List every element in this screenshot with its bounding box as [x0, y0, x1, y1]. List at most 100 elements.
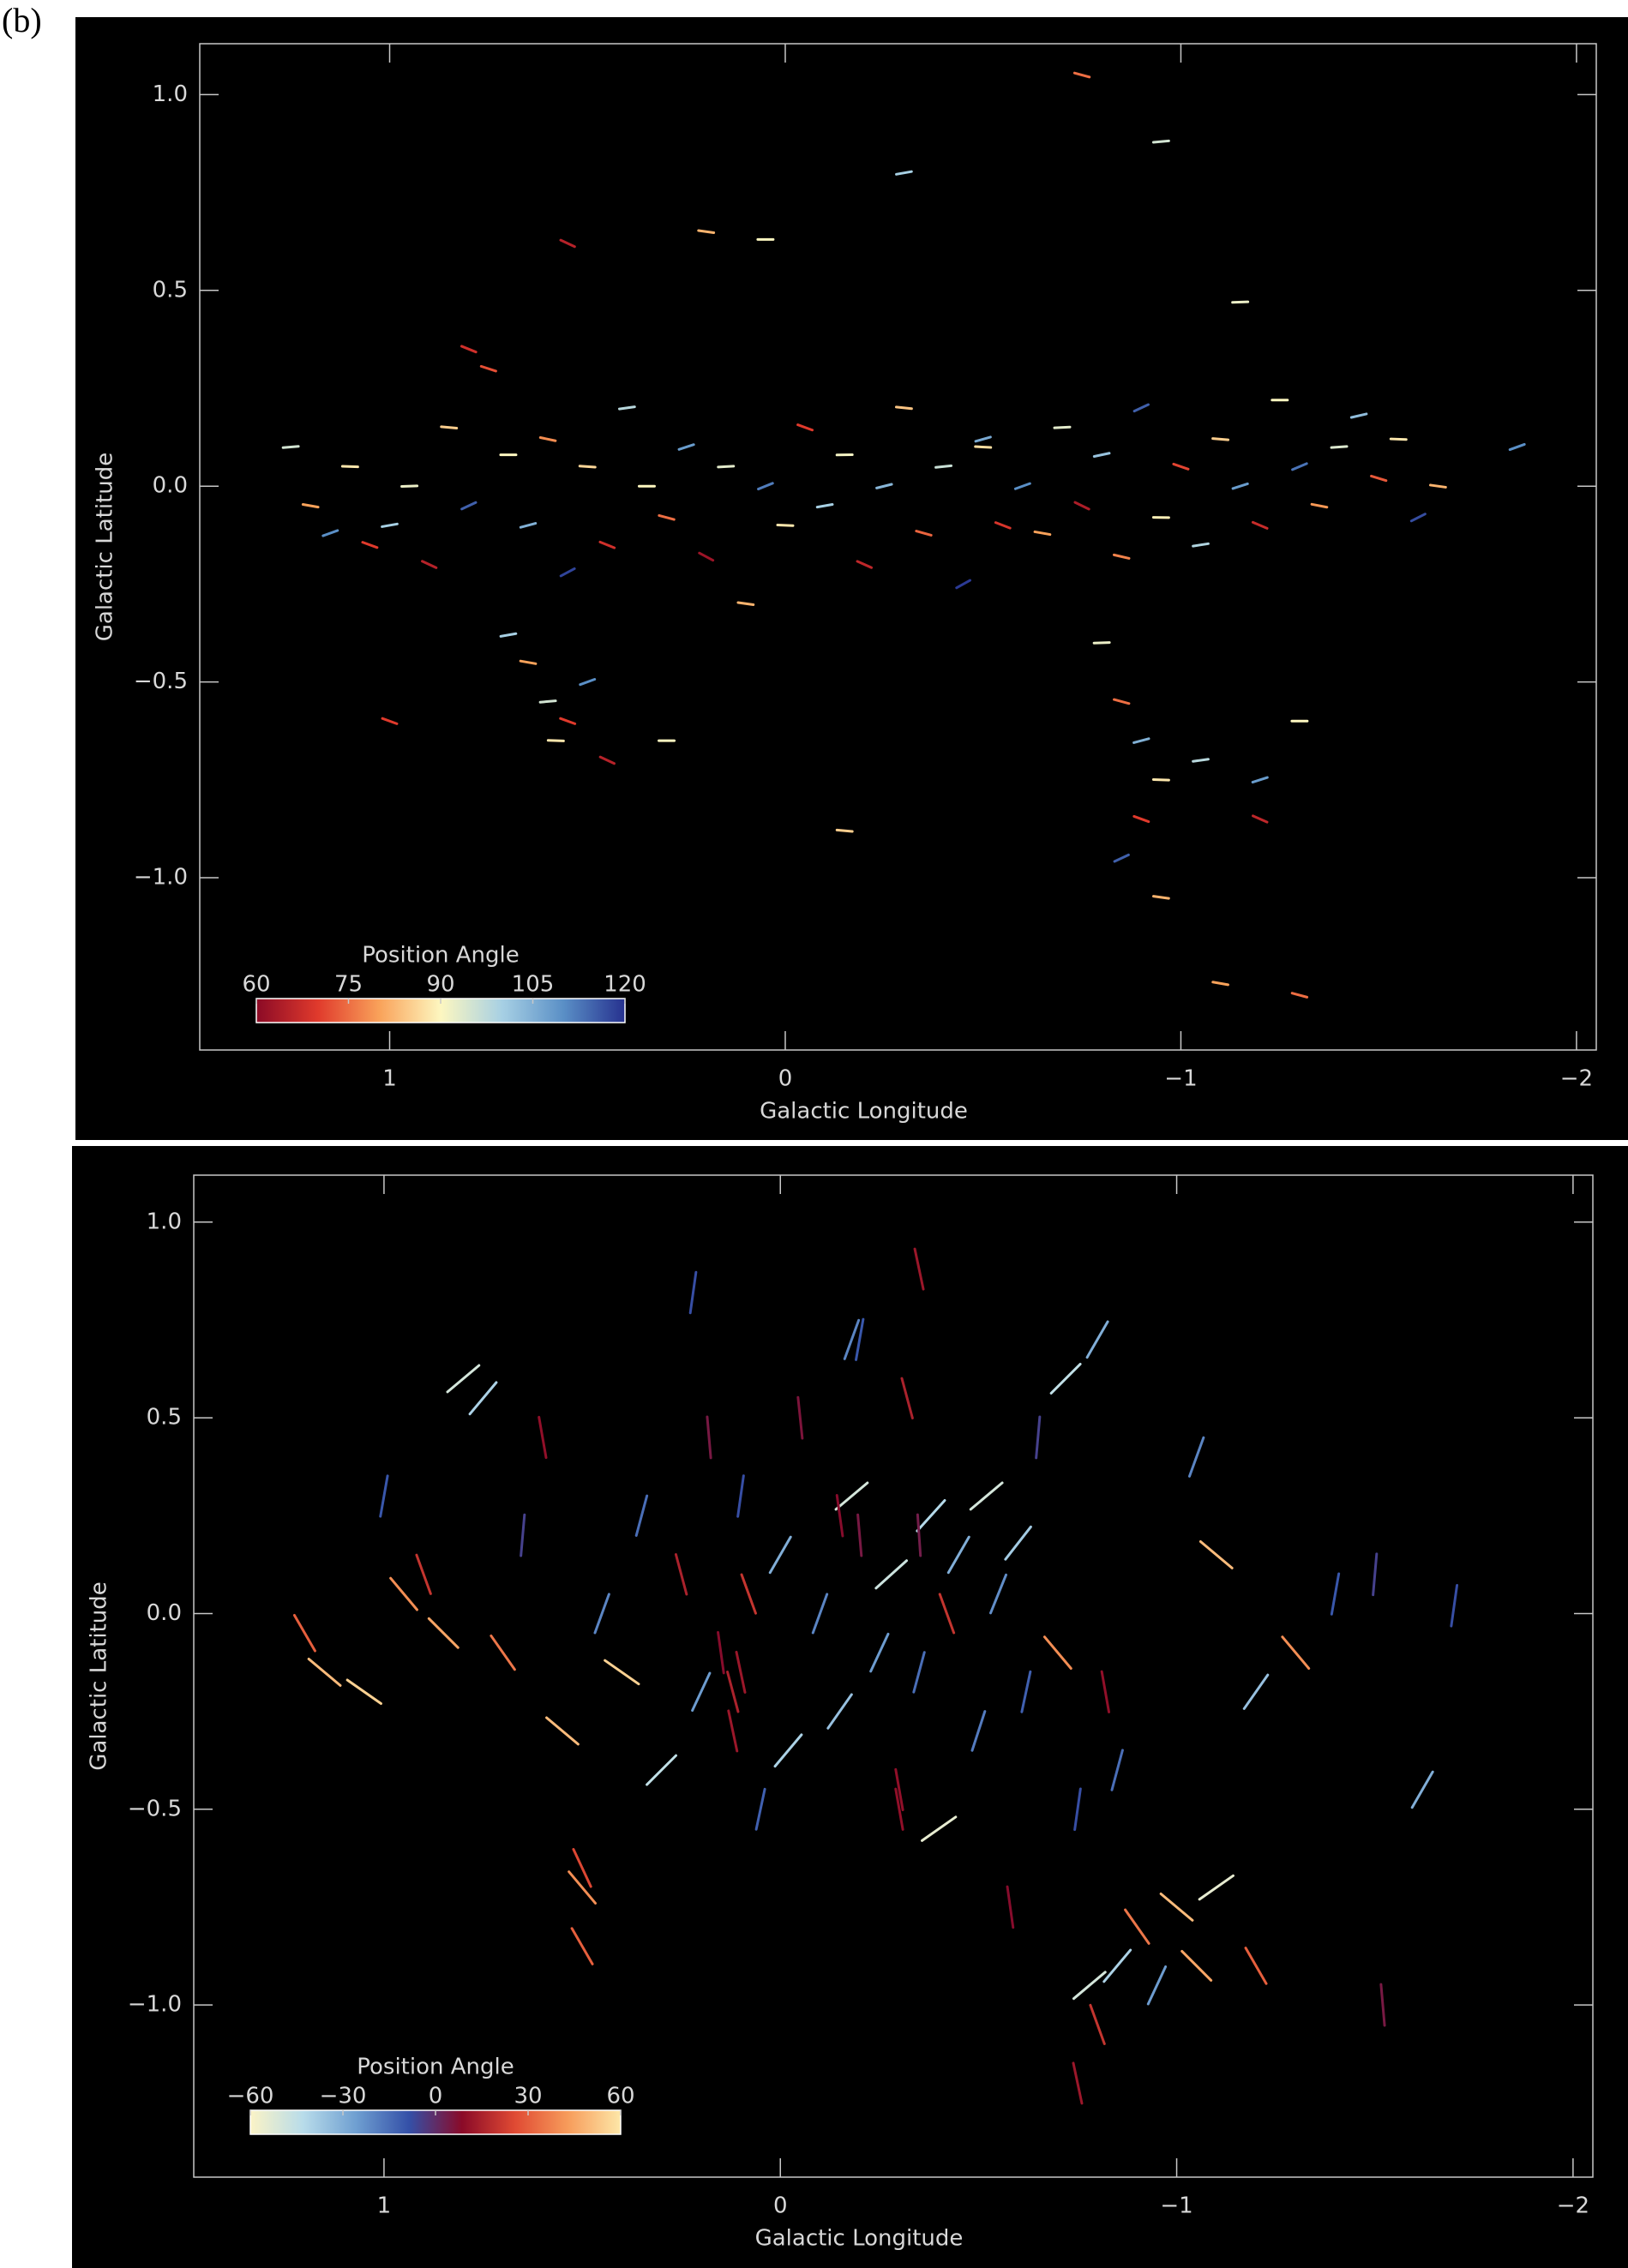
x-tick-label: −2 [1560, 1066, 1593, 1092]
filament-segment [970, 1710, 987, 1752]
filament-segment [1172, 462, 1190, 471]
filament-segment [292, 1613, 316, 1653]
filament-segment [773, 1733, 803, 1768]
filament-segment [740, 1573, 757, 1615]
filament-segment [796, 423, 814, 432]
filament-segment [1231, 300, 1250, 304]
filament-segment [1310, 502, 1329, 509]
filament-segment [843, 1318, 861, 1360]
y-tick-label: 1.0 [147, 1209, 182, 1234]
filament-segment [1053, 425, 1072, 429]
colorbar-tick-label: 60 [606, 2084, 634, 2109]
filament-segment [468, 1381, 498, 1416]
filament-segment [717, 465, 736, 469]
filament-segment [1033, 530, 1052, 537]
filament-segment [479, 364, 497, 373]
filament-segment [1085, 1320, 1109, 1359]
filament-segment [698, 551, 715, 562]
filament-segment [1151, 777, 1170, 782]
colorbar-tick-label: −30 [320, 2084, 367, 2109]
filament-segment [835, 828, 854, 833]
y-tick-label: −1.0 [128, 1992, 182, 2018]
filament-segment [894, 1767, 904, 1812]
y-tick-label: −1.0 [134, 865, 188, 891]
filament-segment [989, 1573, 1008, 1615]
filament-segment [727, 1709, 739, 1753]
filament-segment [379, 1474, 389, 1518]
filament-segment [617, 405, 636, 411]
filament-segment [1389, 437, 1408, 441]
filament-segment [598, 540, 616, 549]
y-tick-label: 0.0 [153, 473, 188, 499]
filament-segment [1410, 1770, 1434, 1809]
x-axis-label: Galactic Longitude [755, 2226, 964, 2252]
filament-segment [400, 484, 419, 489]
colorbar-tick-label: 105 [512, 972, 555, 998]
filament-segment [946, 1535, 970, 1575]
filament-segment [1092, 641, 1111, 645]
filament-segment [538, 1415, 548, 1460]
filament-segment [1159, 1892, 1194, 1922]
filament-segment [1013, 482, 1031, 490]
filament-segment [1252, 814, 1269, 824]
y-axis-label: Galactic Latitude [87, 1581, 112, 1771]
filament-segment [1073, 501, 1090, 511]
filament-segment [1244, 1947, 1268, 1985]
filament-segment [1251, 520, 1269, 530]
filament-segment [969, 1481, 1004, 1511]
filament-segment [538, 699, 557, 704]
y-tick-label: −0.5 [134, 669, 188, 694]
filament-segment [499, 632, 518, 638]
filament-segment [1372, 1552, 1379, 1597]
filament-segment [559, 567, 576, 578]
filament-segment [1251, 776, 1269, 784]
filament-segment [895, 170, 913, 176]
panel-background [75, 17, 1628, 1140]
filament-segment [460, 501, 478, 511]
filament-segment [717, 1630, 725, 1675]
plot-frame [199, 43, 1597, 1051]
filament-segment [796, 1395, 804, 1440]
filament-segment [646, 1754, 678, 1786]
filament-segment [856, 560, 873, 569]
filament-segment [345, 1678, 382, 1706]
filament-segment [974, 435, 992, 443]
filament-segment [736, 601, 755, 606]
filament-segment [921, 1815, 958, 1842]
filament-segment [1211, 437, 1230, 441]
filament-segment [381, 717, 399, 725]
filament-segment [994, 521, 1012, 530]
x-tick-label: −1 [1164, 1066, 1197, 1092]
filament-segment [1132, 737, 1150, 744]
colorbar-tick-label: 60 [242, 972, 270, 998]
filament-segment [1330, 1572, 1341, 1616]
filament-segment [1291, 462, 1308, 471]
y-tick-label: −0.5 [128, 1796, 182, 1821]
filament-segment [1100, 1670, 1111, 1713]
filament-segment [757, 482, 774, 491]
filament-segment [568, 1870, 598, 1905]
filament-segment [1508, 442, 1526, 452]
plot-frame [193, 1174, 1594, 2178]
x-axis-label: Galactic Longitude [760, 1099, 968, 1125]
filament-segment [688, 1270, 698, 1315]
filament-segment [490, 1634, 516, 1671]
filament-segment [697, 229, 716, 235]
filament-segment [674, 1553, 688, 1596]
filament-segment [1112, 553, 1131, 560]
filament-segment [634, 1494, 649, 1537]
filament-segment [420, 560, 438, 569]
colorbar-tick-label: −60 [227, 2084, 274, 2109]
filament-segment [1428, 483, 1447, 489]
filament-segment [1110, 1749, 1124, 1791]
filament-segment [934, 464, 953, 469]
filament-segment [1192, 542, 1210, 548]
filament-segment [1198, 1874, 1235, 1901]
y-tick-label: 0.0 [147, 1600, 182, 1626]
x-tick-label: 0 [773, 2193, 788, 2219]
filament-segment [570, 1927, 594, 1965]
colorbar-tick-label: 120 [604, 972, 646, 998]
filament-segment [572, 1848, 592, 1888]
filament-segment [1049, 1362, 1082, 1395]
filament-segment [834, 1481, 869, 1511]
